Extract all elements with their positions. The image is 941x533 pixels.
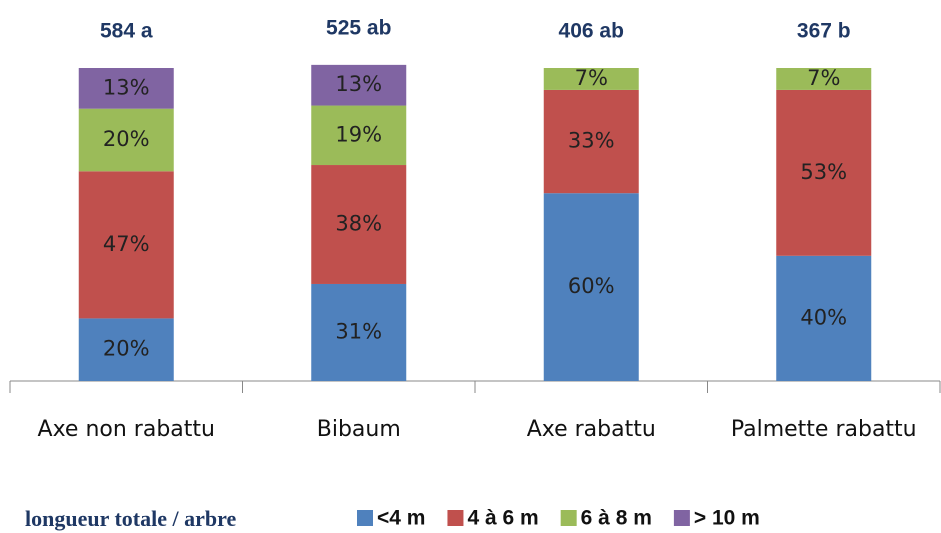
data-label: 53%: [800, 160, 847, 184]
legend-title: longueur totale / arbre: [25, 506, 236, 531]
bar-segment: [78, 68, 174, 109]
bar-segment: [776, 255, 872, 381]
data-label: 7%: [575, 66, 608, 90]
data-label: 20%: [103, 337, 150, 361]
bar-segment: [78, 108, 174, 172]
data-label: 38%: [335, 212, 382, 236]
bar-segment: [78, 318, 174, 381]
bar-annotation: 584 a: [100, 20, 153, 43]
bar-segment: [543, 68, 639, 90]
legend-swatch: [447, 510, 464, 526]
data-label: 20%: [103, 127, 150, 151]
bar-annotation: 406 ab: [559, 20, 624, 43]
x-tick-label: Bibaum: [317, 417, 401, 442]
legend-label: <4 m: [377, 507, 425, 530]
legend-label: 6 à 8 m: [581, 507, 652, 530]
legend-label: > 10 m: [694, 507, 760, 530]
bar-annotation: 367 b: [797, 20, 851, 43]
bar-segment: [543, 89, 639, 194]
bar-segment: [311, 165, 407, 284]
data-label: 33%: [568, 129, 615, 153]
data-label: 13%: [103, 75, 150, 99]
legend-swatch: [357, 510, 373, 526]
legend-swatch: [673, 510, 690, 526]
bar-segment: [78, 171, 174, 319]
bar-segment: [543, 193, 639, 381]
bar-segment: [776, 68, 872, 90]
bar-segment: [311, 64, 407, 106]
bar-segment: [311, 283, 407, 381]
bar-segment: [776, 89, 872, 256]
x-tick-label: Axe rabattu: [527, 417, 656, 442]
bar-annotation: 525 ab: [326, 16, 391, 39]
data-label: 7%: [807, 66, 840, 90]
data-label: 47%: [103, 232, 150, 256]
legend-swatch: [560, 510, 577, 526]
bar-segment: [311, 105, 407, 166]
legend-label: 4 à 6 m: [467, 507, 538, 530]
x-tick-label: Axe non rabattu: [38, 417, 215, 442]
data-label: 40%: [800, 305, 847, 329]
data-label: 31%: [335, 319, 382, 343]
data-label: 19%: [335, 122, 382, 146]
data-label: 13%: [335, 72, 382, 96]
x-tick-label: Palmette rabattu: [731, 417, 917, 442]
data-label: 60%: [568, 274, 615, 298]
